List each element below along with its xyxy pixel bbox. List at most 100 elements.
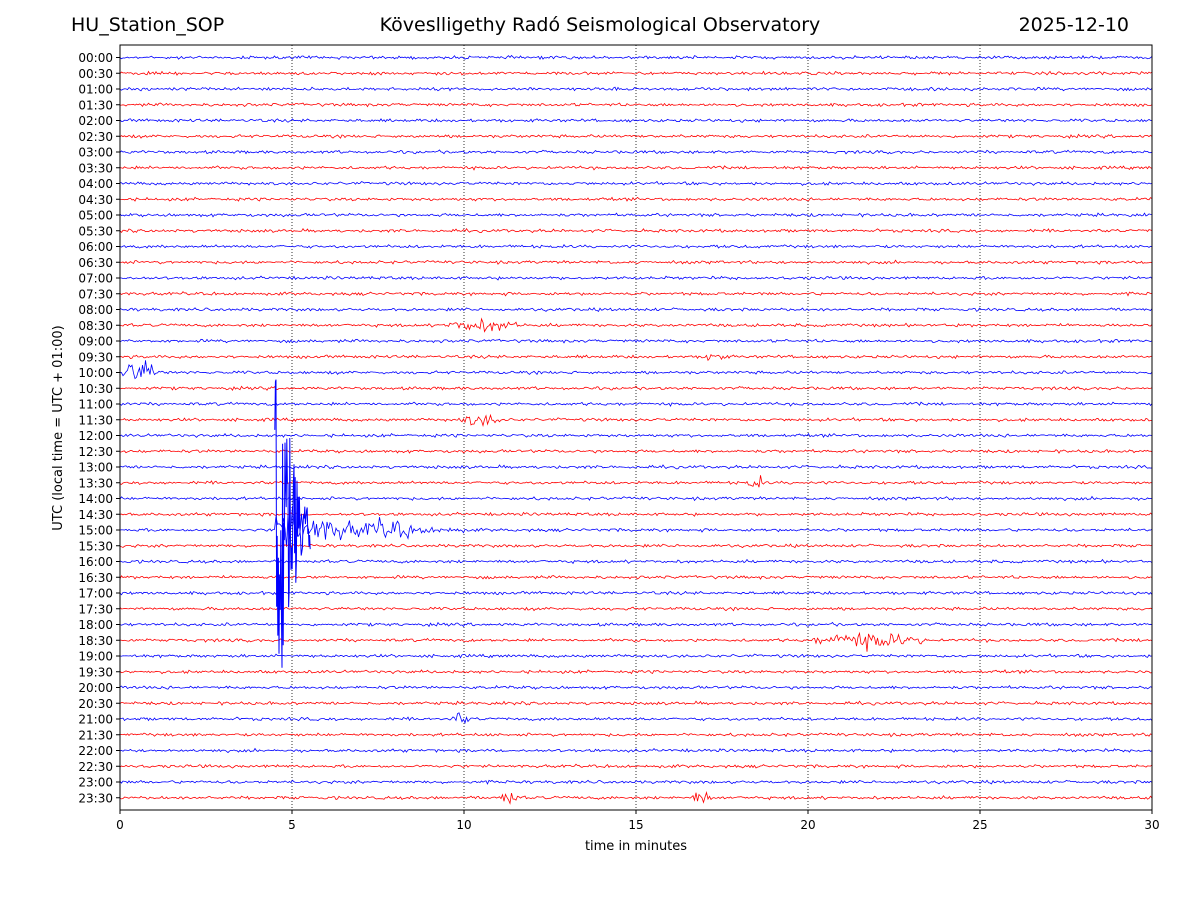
- seismic-trace-0300: [119, 149, 1153, 155]
- row-time-label: 17:00: [78, 587, 113, 601]
- seismic-trace-0230: [119, 133, 1153, 139]
- row-time-label: 19:30: [78, 665, 113, 679]
- chart-date: 2025-12-10: [1018, 14, 1129, 36]
- seismic-trace-0130: [119, 102, 1153, 108]
- x-tick-label: 0: [116, 818, 124, 832]
- row-time-label: 01:00: [78, 83, 113, 97]
- seismic-trace-0600: [119, 244, 1153, 249]
- row-time-label: 14:00: [78, 492, 113, 506]
- row-time-label: 15:00: [78, 524, 113, 538]
- seismic-trace-1900: [119, 653, 1153, 659]
- seismic-trace-1500: [119, 506, 1153, 547]
- seismic-trace-2100: [119, 712, 1153, 725]
- seismic-trace-0330: [119, 165, 1153, 171]
- seismic-trace-0000: [119, 54, 1153, 61]
- seismic-trace-1400: [119, 495, 1153, 502]
- row-time-label: 06:00: [78, 240, 113, 254]
- seismic-trace-1230: [119, 448, 1153, 454]
- row-time-label: 03:30: [78, 161, 113, 175]
- row-time-label: 19:00: [78, 650, 113, 664]
- row-time-label: 23:00: [78, 776, 113, 790]
- row-time-label: 15:30: [78, 539, 113, 553]
- row-time-label: 11:00: [78, 398, 113, 412]
- seismic-trace-1430: [119, 511, 1153, 517]
- row-time-label: 14:30: [78, 508, 113, 522]
- row-time-label: 20:30: [78, 697, 113, 711]
- seismic-trace-2300: [119, 779, 1153, 785]
- x-tick-label: 10: [456, 818, 471, 832]
- seismic-trace-1530: [119, 543, 1153, 549]
- seismic-trace-1330: [119, 475, 1153, 488]
- station-name: HU_Station_SOP: [71, 14, 225, 36]
- row-time-label: 05:00: [78, 209, 113, 223]
- x-tick-label: 15: [628, 818, 643, 832]
- x-tick-label: 20: [800, 818, 815, 832]
- earthquake-onset-spike: [274, 379, 311, 668]
- row-time-label: 16:00: [78, 555, 113, 569]
- seismic-trace-0100: [119, 86, 1153, 92]
- row-time-label: 03:00: [78, 146, 113, 160]
- row-time-label: 12:30: [78, 445, 113, 459]
- row-time-label: 10:30: [78, 382, 113, 396]
- row-time-label: 21:30: [78, 728, 113, 742]
- seismic-trace-0400: [119, 180, 1153, 186]
- grid-layer: [291, 45, 981, 810]
- seismic-trace-0530: [119, 227, 1153, 234]
- row-time-label: 11:30: [78, 413, 113, 427]
- seismic-trace-2130: [119, 732, 1153, 738]
- seismic-trace-0500: [119, 212, 1153, 218]
- seismic-trace-0700: [119, 275, 1153, 281]
- seismic-trace-0630: [119, 259, 1153, 265]
- row-time-label: 02:00: [78, 114, 113, 128]
- seismic-trace-1030: [119, 385, 1153, 391]
- row-time-label: 00:00: [78, 51, 113, 65]
- seismic-trace-1000: [119, 360, 1153, 380]
- x-tick-label: 5: [288, 818, 296, 832]
- seismic-trace-2330: [119, 790, 1153, 805]
- seismic-trace-0730: [119, 291, 1153, 297]
- seismic-trace-1830: [119, 631, 1153, 652]
- seismic-trace-2000: [119, 684, 1153, 691]
- row-time-label: 02:30: [78, 130, 113, 144]
- row-time-label: 04:00: [78, 177, 113, 191]
- row-time-label: 08:30: [78, 319, 113, 333]
- seismic-trace-1300: [119, 464, 1153, 470]
- row-time-label: 09:30: [78, 350, 113, 364]
- chart-title: Köveslligethy Radó Seismological Observa…: [379, 14, 821, 36]
- seismic-trace-1800: [119, 621, 1153, 628]
- seismic-trace-2200: [119, 747, 1153, 754]
- seismic-trace-1730: [119, 606, 1153, 612]
- row-time-label: 22:00: [78, 744, 113, 758]
- row-time-label: 10:00: [78, 366, 113, 380]
- row-time-label: 18:30: [78, 634, 113, 648]
- row-time-label: 20:00: [78, 681, 113, 695]
- row-time-label: 13:30: [78, 476, 113, 490]
- row-time-label: 17:30: [78, 602, 113, 616]
- x-tick-label: 25: [972, 818, 987, 832]
- seismic-trace-1200: [119, 432, 1153, 438]
- seismic-trace-2230: [119, 763, 1153, 769]
- x-tick-label: 30: [1144, 818, 1159, 832]
- row-time-label: 09:00: [78, 335, 113, 349]
- row-time-label: 23:30: [78, 791, 113, 805]
- row-time-label: 16:30: [78, 571, 113, 585]
- row-time-label: 21:00: [78, 713, 113, 727]
- row-time-label: 01:30: [78, 98, 113, 112]
- seismic-trace-0930: [119, 354, 1153, 362]
- seismic-trace-1630: [119, 574, 1153, 580]
- row-time-label: 22:30: [78, 760, 113, 774]
- seismic-trace-0830: [119, 317, 1153, 333]
- row-time-label: 12:00: [78, 429, 113, 443]
- seismic-trace-2030: [119, 700, 1153, 706]
- seismic-trace-1930: [119, 669, 1153, 675]
- y-axis-label: UTC (local time = UTC + 01:00): [51, 325, 66, 530]
- row-time-label: 04:30: [78, 193, 113, 207]
- seismic-trace-1100: [119, 401, 1153, 407]
- seismic-trace-0430: [119, 196, 1153, 202]
- seismic-trace-0200: [119, 118, 1153, 123]
- row-time-label: 08:00: [78, 303, 113, 317]
- x-axis-label: time in minutes: [585, 839, 687, 854]
